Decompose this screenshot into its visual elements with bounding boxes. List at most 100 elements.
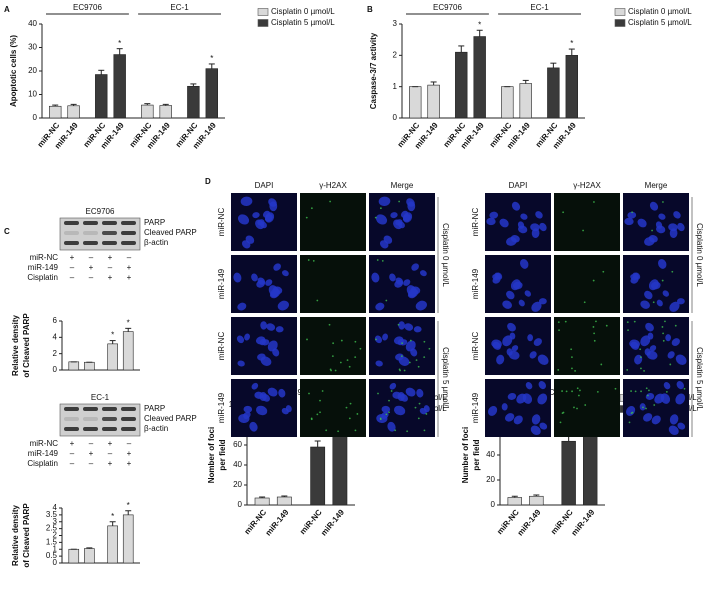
- bar: [68, 548, 80, 564]
- focus: [319, 399, 321, 402]
- band: [121, 407, 136, 411]
- significance-mark: *: [111, 331, 114, 340]
- nucleus: [375, 360, 383, 367]
- group-label: EC9706: [73, 3, 102, 12]
- nucleus: [375, 214, 388, 225]
- nucleus: [411, 263, 419, 271]
- nucleus: [252, 212, 260, 219]
- micrograph: [485, 255, 551, 313]
- focus: [415, 359, 418, 362]
- nucleus: [669, 414, 679, 425]
- focus: [571, 356, 573, 359]
- nucleus: [492, 276, 501, 284]
- sign: +: [127, 273, 132, 282]
- bar: [427, 84, 440, 119]
- focus: [390, 390, 393, 392]
- y-tick-label: 0: [33, 113, 38, 122]
- focus: [388, 411, 390, 414]
- nucleus: [629, 339, 640, 349]
- focus: [630, 412, 633, 415]
- band: [64, 417, 79, 421]
- sign: +: [127, 449, 132, 458]
- nucleus: [658, 213, 666, 220]
- nucleus: [676, 381, 685, 390]
- focus: [409, 339, 412, 342]
- micrograph-bg: [300, 255, 366, 313]
- focus: [381, 259, 384, 262]
- nucleus: [419, 407, 427, 415]
- y-tick-label: 60: [233, 440, 242, 449]
- nucleus: [677, 422, 686, 430]
- bar: [332, 432, 348, 506]
- nucleus: [489, 211, 499, 219]
- nucleus: [389, 273, 396, 282]
- significance-mark: *: [210, 54, 213, 63]
- sign: +: [70, 439, 75, 448]
- focus: [557, 321, 560, 324]
- nucleus: [668, 425, 679, 436]
- band: [83, 417, 98, 421]
- nucleus: [675, 393, 686, 405]
- band: [83, 221, 98, 225]
- focus: [418, 402, 421, 405]
- nucleus: [382, 333, 388, 341]
- band: [121, 221, 136, 225]
- bar: [205, 68, 218, 119]
- x-tick-label: miR-149: [569, 507, 596, 537]
- focus: [339, 361, 342, 364]
- bar: [84, 361, 95, 371]
- y-tick-label: 0: [238, 500, 243, 509]
- significance-mark: *: [478, 20, 481, 29]
- nucleus: [654, 393, 665, 404]
- sign: –: [108, 449, 113, 458]
- bar: [529, 495, 544, 506]
- focus: [332, 342, 335, 345]
- nucleus: [510, 234, 520, 243]
- nucleus: [539, 222, 547, 232]
- focus: [379, 417, 382, 420]
- bar: [141, 104, 154, 119]
- nucleus: [637, 218, 647, 228]
- focus: [592, 326, 595, 328]
- micrograph-bg: [300, 317, 366, 375]
- focus: [354, 429, 357, 432]
- focus: [423, 429, 426, 432]
- focus: [319, 411, 321, 414]
- nucleus: [656, 299, 663, 307]
- nucleus: [506, 290, 515, 300]
- nucleus: [518, 225, 528, 234]
- bar: [84, 548, 95, 564]
- micrograph-bg: [554, 193, 620, 251]
- nucleus: [374, 335, 383, 344]
- row-label: miR-NC: [217, 208, 226, 237]
- nucleus: [507, 322, 516, 332]
- nucleus: [264, 212, 275, 223]
- focus: [576, 387, 579, 390]
- focus: [562, 211, 565, 214]
- focus: [316, 299, 319, 302]
- band-label: PARP: [144, 404, 165, 413]
- nucleus: [398, 321, 406, 330]
- nucleus: [413, 326, 422, 333]
- nucleus: [669, 301, 680, 312]
- nucleus: [404, 323, 414, 331]
- bar: [49, 105, 62, 119]
- focus: [652, 301, 655, 304]
- nucleus: [651, 415, 661, 425]
- y-axis-label: Caspase-3/7 activity: [369, 32, 378, 109]
- nucleus: [511, 201, 521, 211]
- nucleus: [537, 393, 548, 405]
- focus: [662, 339, 665, 342]
- focus: [425, 413, 428, 415]
- band: [102, 407, 117, 411]
- focus: [633, 320, 636, 323]
- focus: [577, 394, 580, 397]
- y-tick-label: 2: [393, 50, 398, 59]
- nucleus: [533, 338, 542, 346]
- micrograph: [554, 317, 620, 375]
- nucleus: [531, 414, 541, 425]
- nucleus: [630, 276, 639, 284]
- sign: –: [89, 459, 94, 468]
- focus: [645, 387, 648, 390]
- chart-title: EC-1: [543, 388, 562, 397]
